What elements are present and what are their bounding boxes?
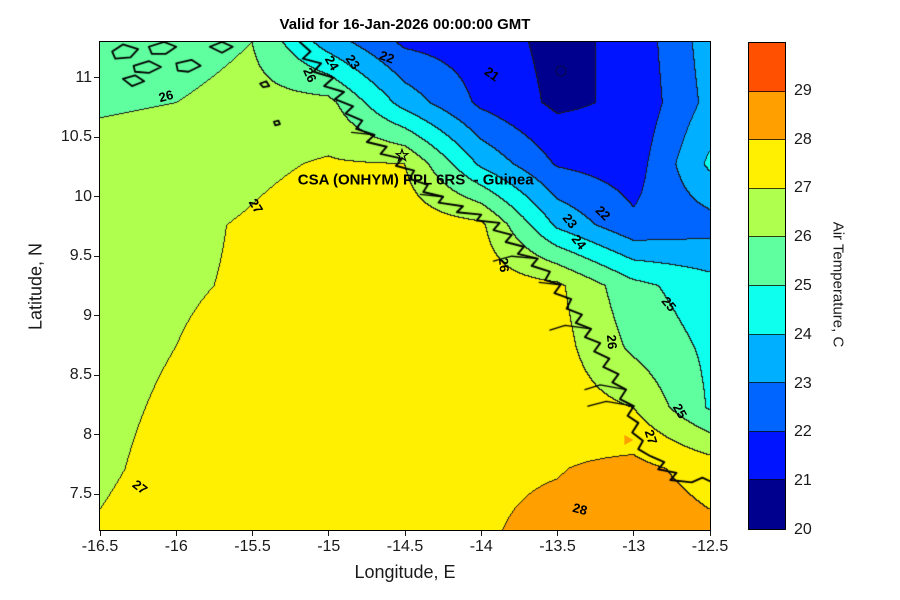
x-tick-mark [633, 531, 635, 536]
contour-minimum-circle [555, 65, 567, 77]
x-tick-mark [404, 531, 406, 536]
x-tick-mark [252, 531, 253, 536]
colorbar-band [749, 286, 785, 335]
y-tick-mark [94, 374, 99, 376]
x-tick-label: -13.5 [539, 538, 576, 555]
y-tick-mark [94, 136, 99, 138]
colorbar-tick-label: 28 [794, 130, 812, 148]
colorbar-band [749, 237, 785, 286]
colorbar-band [749, 91, 785, 141]
y-tick-mark [94, 196, 99, 198]
colorbar-band [749, 140, 785, 189]
colorbar-tick-label: 24 [794, 325, 812, 343]
colorbar-tick-label: 23 [794, 374, 812, 392]
y-tick-label: 7.5 [69, 485, 92, 503]
x-tick-mark [99, 531, 101, 536]
warm-spot-triangle [624, 434, 634, 445]
contour-label: 26 [156, 86, 175, 105]
colorbar [748, 42, 786, 530]
colorbar-band [749, 480, 785, 529]
x-tick-mark [175, 531, 177, 536]
colorbar-band [749, 334, 785, 384]
x-axis-label: Longitude, E [354, 562, 456, 582]
y-tick-mark [94, 255, 99, 257]
colorbar-tick-label: 20 [794, 521, 812, 538]
y-axis-label: Latitude, N [25, 242, 46, 331]
x-tick-label: -14 [469, 538, 493, 555]
x-tick-mark [557, 531, 558, 536]
x-tick-label: -15 [317, 538, 341, 555]
contour-label: 26 [604, 334, 621, 350]
y-tick-label: 9.5 [69, 247, 92, 265]
colorbar-tick-label: 29 [794, 81, 812, 99]
y-tick-label: 10.5 [60, 128, 92, 146]
x-tick-label: -16.5 [81, 538, 119, 555]
x-tick-label: -14.5 [386, 538, 424, 555]
y-tick-mark [94, 315, 99, 317]
star-marker: ☆ [394, 146, 410, 166]
contour-label: 26 [496, 256, 513, 273]
y-tick-label: 8.5 [69, 366, 92, 384]
y-tick-mark [94, 77, 99, 79]
colorbar-band [749, 383, 785, 432]
colorbar-band [749, 43, 785, 92]
colorbar-band [749, 188, 785, 238]
y-tick-label: 8 [83, 425, 92, 443]
x-tick-mark [480, 531, 482, 536]
colorbar-tick-label: 27 [794, 179, 812, 197]
plot-title: Valid for 16-Jan-2026 00:00:00 GMT [279, 16, 531, 33]
station-annotation: CSA (ONHYM) PPL 6RS - Guinea [297, 171, 534, 189]
contour-canvas [100, 42, 710, 530]
x-tick-mark [328, 531, 330, 536]
x-tick-label: -13 [622, 538, 646, 555]
y-tick-label: 10 [74, 187, 92, 205]
colorbar-tick-label: 22 [794, 423, 812, 441]
colorbar-tick-label: 26 [794, 228, 812, 246]
y-tick-mark [94, 493, 99, 495]
x-tick-label: -15.5 [234, 538, 271, 555]
y-tick-label: 11 [75, 68, 92, 86]
x-tick-mark [709, 531, 711, 536]
colorbar-band [749, 431, 785, 481]
x-tick-label: -16 [164, 538, 188, 555]
y-tick-label: 9 [83, 306, 92, 324]
y-tick-mark [94, 434, 99, 436]
colorbar-tick-label: 21 [794, 472, 812, 490]
x-tick-label: -12.5 [691, 538, 729, 555]
colorbar-tick-label: 25 [794, 277, 812, 294]
